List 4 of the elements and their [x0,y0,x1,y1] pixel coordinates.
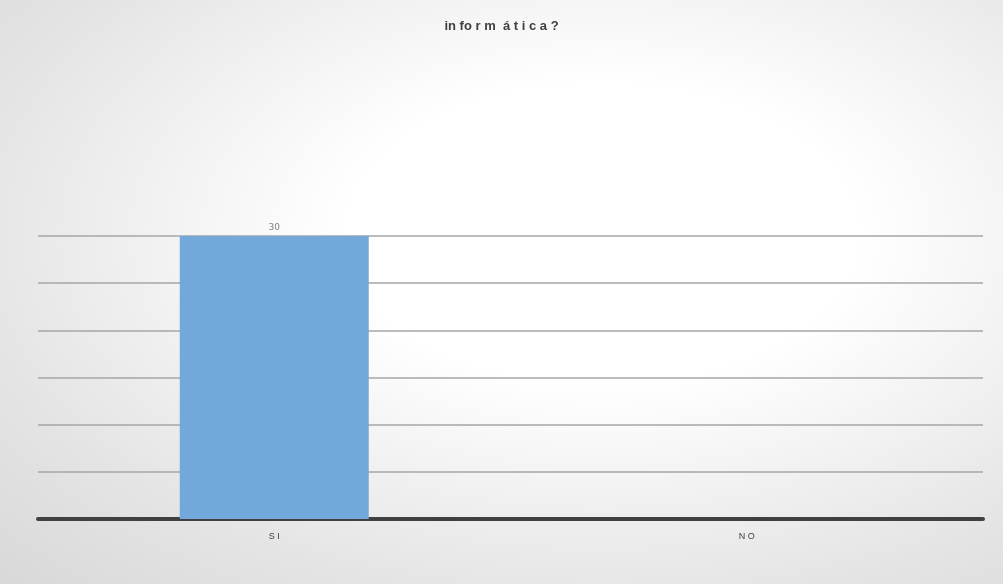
chart-title: in fo r m á t i c a ? [444,18,559,33]
x-tick-label: S I [268,530,280,541]
x-tick-label: N O [738,530,755,541]
data-label: 30 [268,221,281,232]
